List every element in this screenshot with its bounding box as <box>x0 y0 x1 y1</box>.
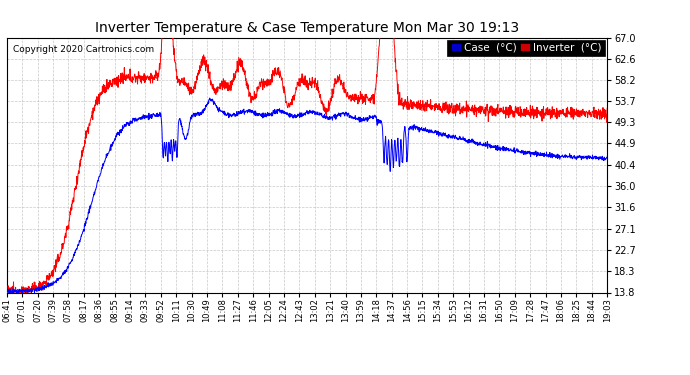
Title: Inverter Temperature & Case Temperature Mon Mar 30 19:13: Inverter Temperature & Case Temperature … <box>95 21 519 35</box>
Text: Copyright 2020 Cartronics.com: Copyright 2020 Cartronics.com <box>13 45 154 54</box>
Legend: Case  (°C), Inverter  (°C): Case (°C), Inverter (°C) <box>447 40 605 56</box>
